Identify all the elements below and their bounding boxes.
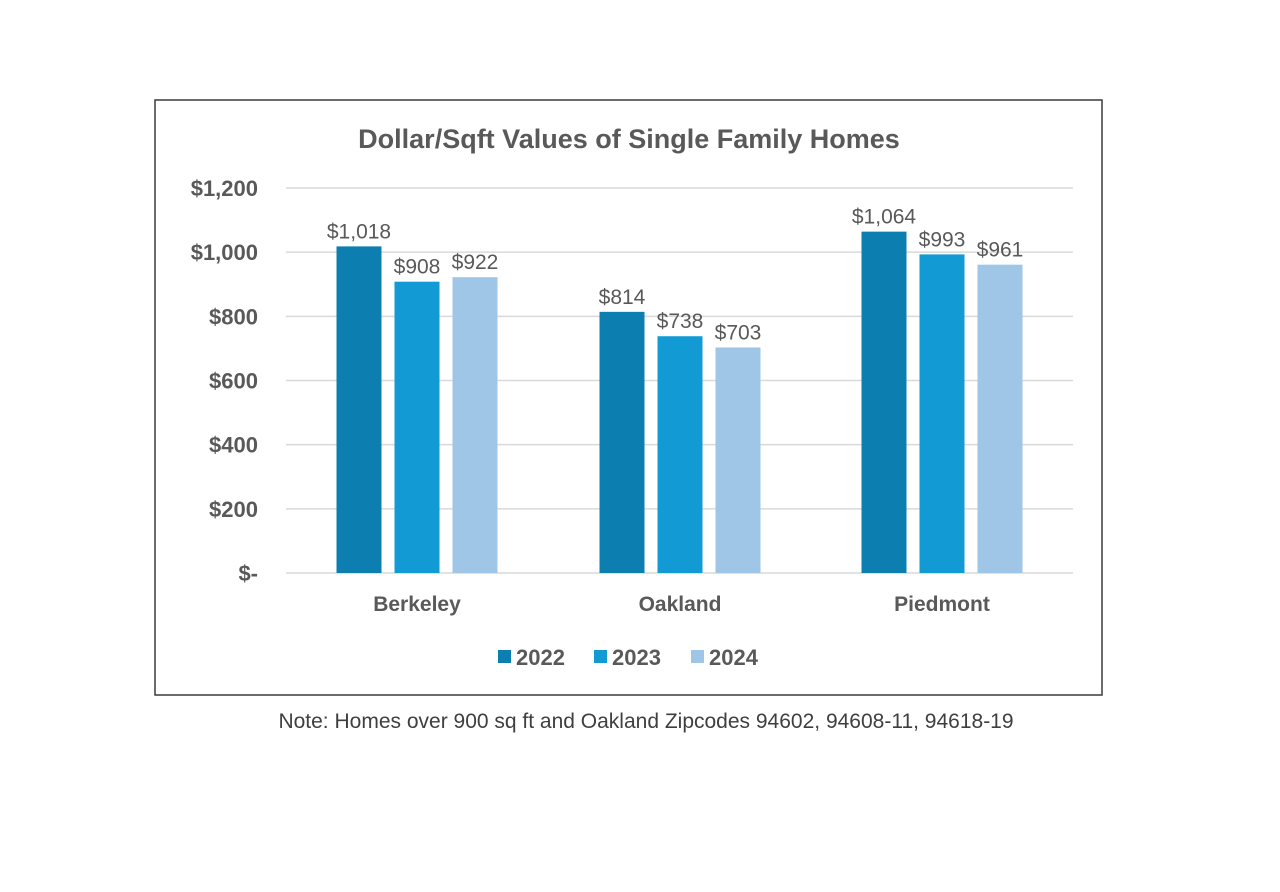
y-tick-label: $200 <box>209 497 258 522</box>
data-label: $814 <box>599 286 646 309</box>
data-label: $703 <box>715 321 762 344</box>
y-tick-label: $1,200 <box>191 176 258 201</box>
data-label: $922 <box>452 251 499 274</box>
y-tick-label: $600 <box>209 369 258 394</box>
data-label: $993 <box>919 228 966 251</box>
y-tick-label: $800 <box>209 304 258 329</box>
legend-swatch-2023 <box>594 650 607 663</box>
y-axis-ticks: $- $200 $400 $600 $800 $1,000 $1,200 <box>191 176 258 586</box>
y-tick-label: $1,000 <box>191 240 258 265</box>
legend-label: 2024 <box>709 645 759 670</box>
data-label: $738 <box>657 310 704 333</box>
bar-berkeley-2023 <box>394 281 440 573</box>
bar-piedmont-2022 <box>861 231 907 573</box>
bar-piedmont-2024 <box>977 264 1023 573</box>
data-labels: $1,018$908 $922 $814 $738 $703 $1,064$993 $961 <box>327 206 1023 345</box>
bars <box>336 231 1023 573</box>
x-category-label: Piedmont <box>894 593 990 616</box>
x-axis-categories: Berkeley Oakland Piedmont <box>373 593 990 616</box>
bar-oakland-2022 <box>599 311 645 573</box>
chart-title: Dollar/Sqft Values of Single Family Home… <box>358 124 900 154</box>
bar-berkeley-2024 <box>452 277 498 573</box>
x-category-label: Oakland <box>639 593 722 616</box>
legend-swatch-2022 <box>498 650 511 663</box>
data-label: $1,018 <box>327 220 391 243</box>
chart-note: Note: Homes over 900 sq ft and Oakland Z… <box>278 710 1013 733</box>
y-tick-label: $400 <box>209 433 258 458</box>
data-label: $1,064 <box>852 206 917 229</box>
bar-piedmont-2023 <box>919 254 965 573</box>
legend-swatch-2024 <box>691 650 704 663</box>
bar-berkeley-2022 <box>336 246 382 573</box>
legend-label: 2022 <box>516 645 565 670</box>
data-label: $908 <box>394 256 441 279</box>
bar-oakland-2024 <box>715 347 761 573</box>
legend: 2022 2023 2024 <box>498 645 759 670</box>
legend-label: 2023 <box>612 645 661 670</box>
y-tick-label: $- <box>238 561 258 586</box>
data-label: $961 <box>977 239 1024 262</box>
x-category-label: Berkeley <box>373 593 461 616</box>
bar-oakland-2023 <box>657 336 703 573</box>
